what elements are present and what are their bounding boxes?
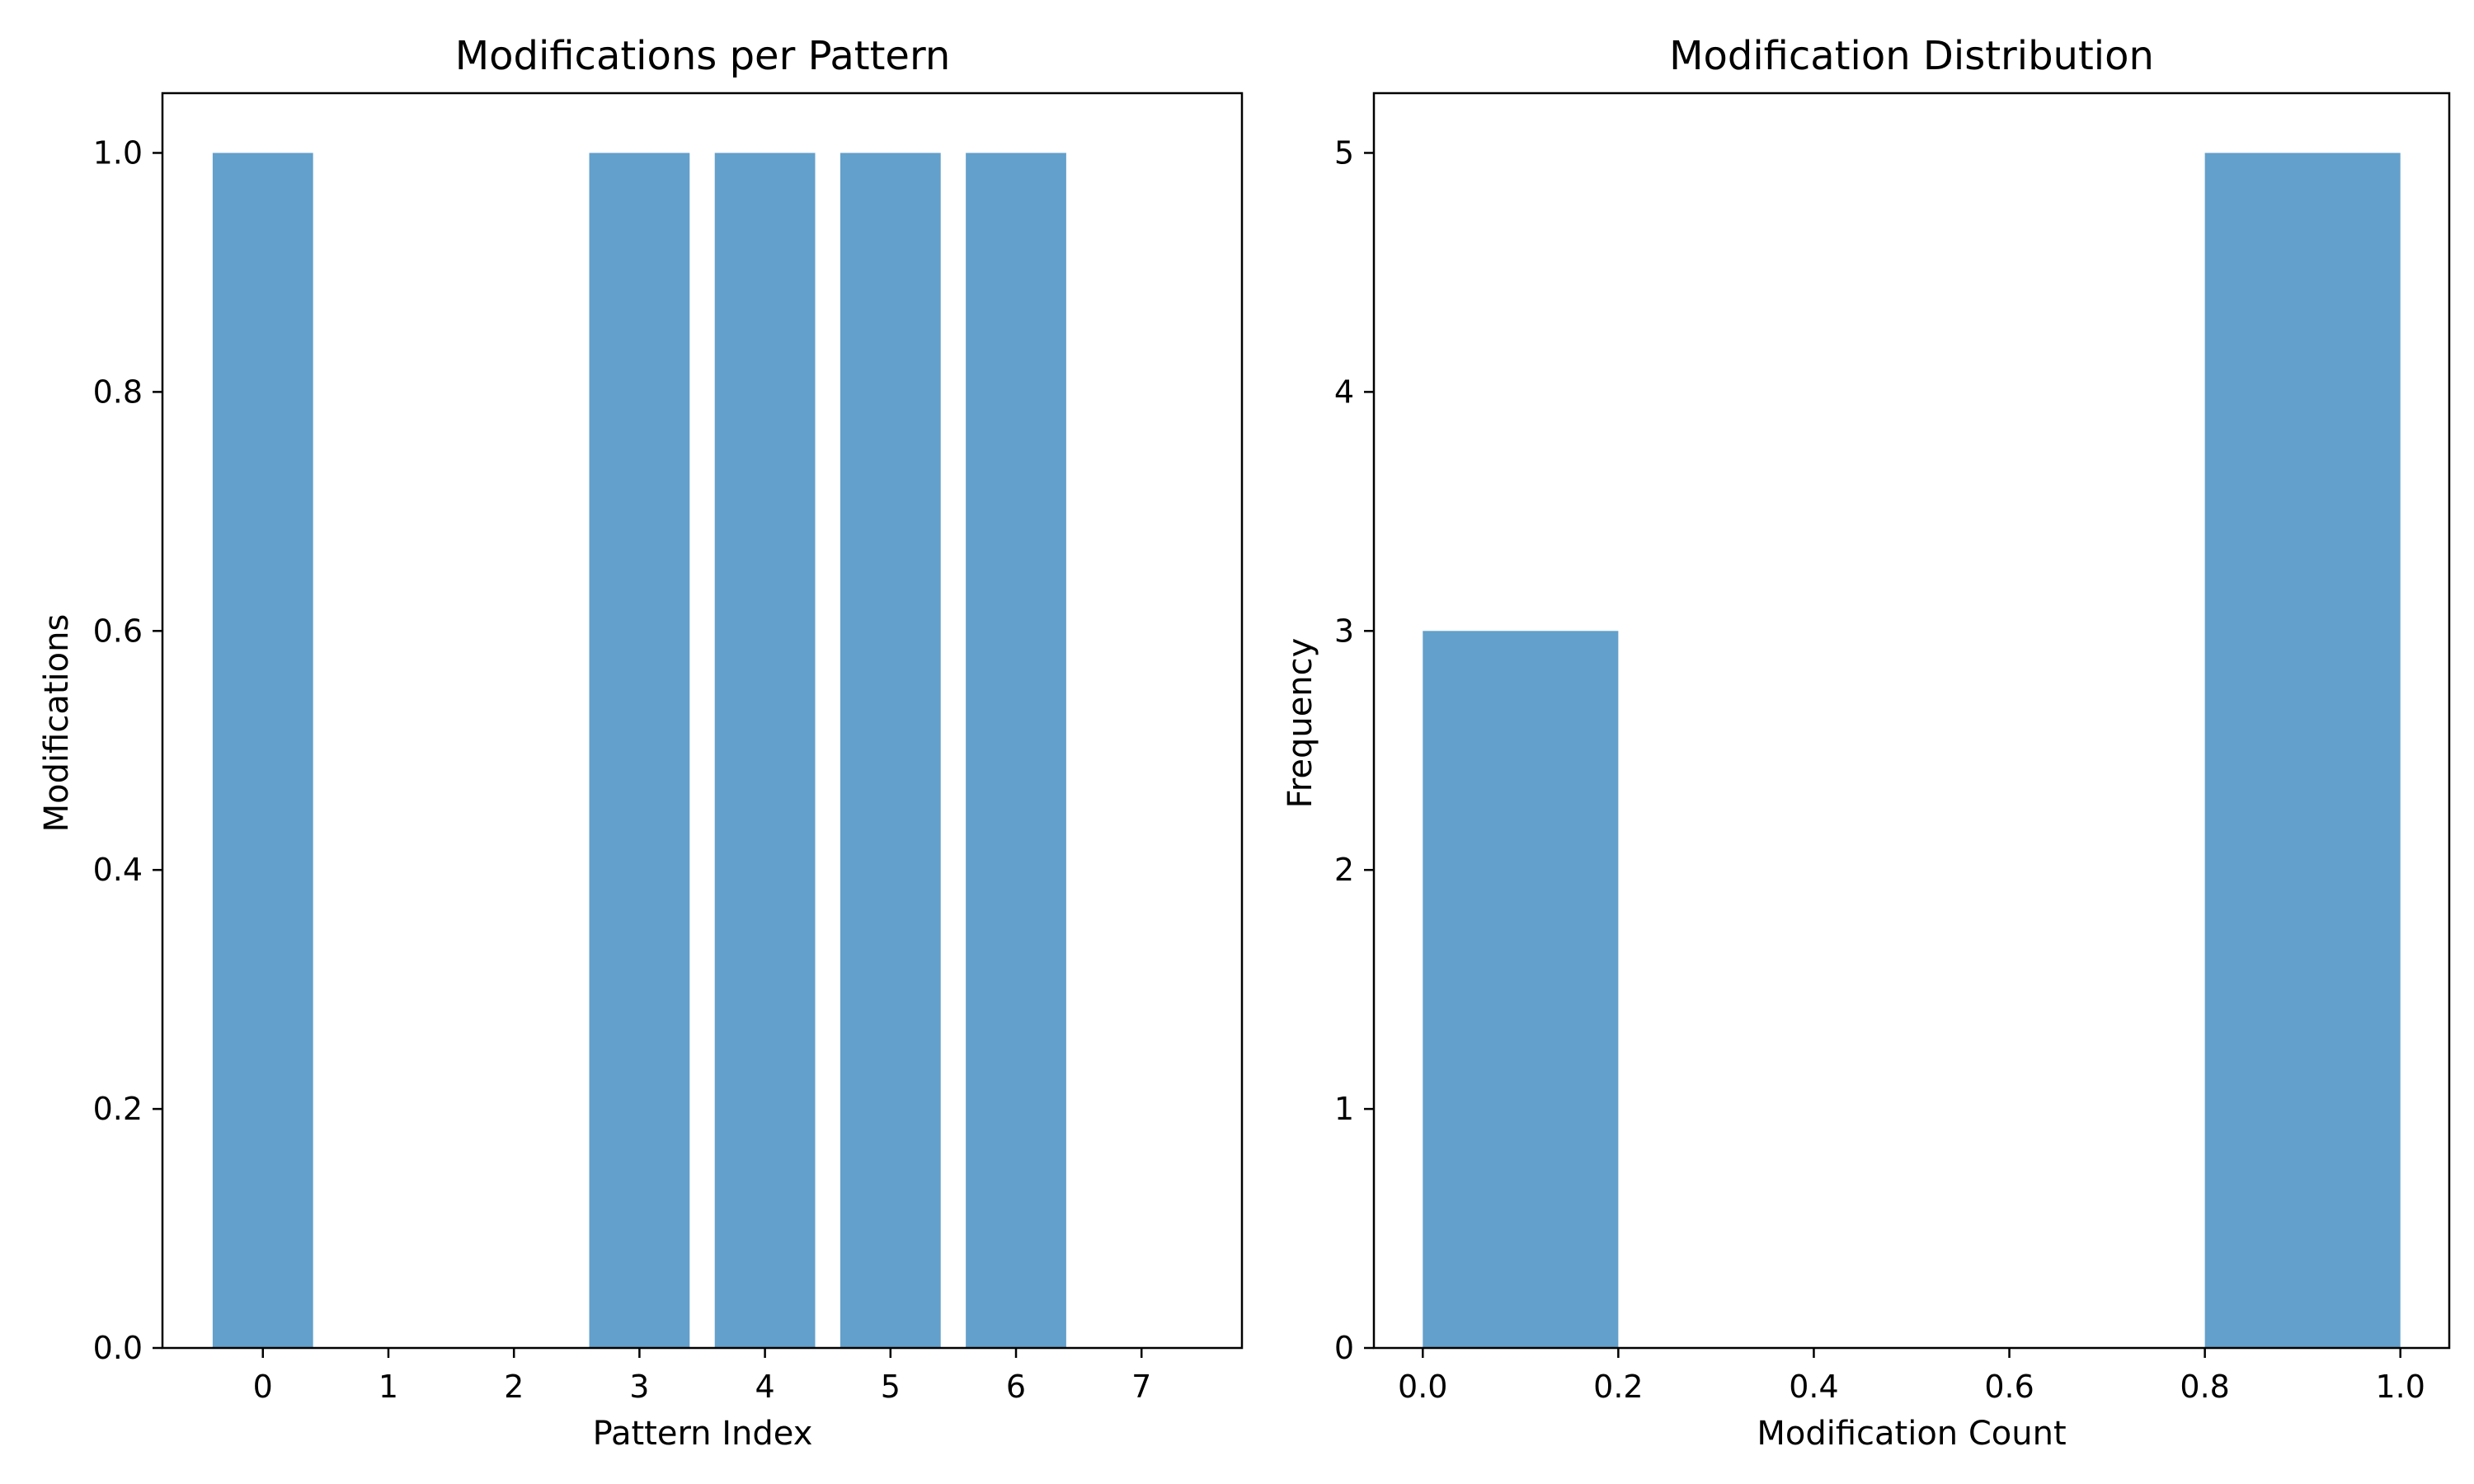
bar-3: [589, 153, 690, 1348]
x-axis-label: Pattern Index: [593, 1415, 813, 1453]
histogram-panel: Modification Distribution Modification C…: [1282, 33, 2451, 1453]
y-tick-label: 0: [1334, 1330, 1354, 1366]
x-ticks: 0 1 2 3 4 5 6 7: [253, 1348, 1151, 1405]
y-tick-label: 0.4: [93, 852, 143, 888]
y-ticks: 0 1 2 3 4 5: [1334, 134, 1374, 1366]
x-tick-label: 0.8: [2180, 1369, 2229, 1405]
bar-0: [212, 153, 313, 1348]
y-tick-label: 1.0: [93, 134, 143, 171]
x-tick-label: 0.6: [1984, 1369, 2034, 1405]
bar-chart-panel: Modifications per Pattern Pattern Index …: [38, 33, 1244, 1453]
y-tick-label: 3: [1334, 613, 1354, 649]
y-tick-label: 2: [1334, 852, 1354, 888]
plot-frame: [161, 92, 1244, 1350]
bar-6: [966, 153, 1066, 1348]
bar-4: [714, 153, 816, 1348]
y-tick-label: 0.8: [93, 373, 143, 410]
bars: [1423, 153, 2401, 1348]
y-tick-label: 4: [1334, 373, 1354, 410]
x-tick-label: 6: [1006, 1369, 1026, 1405]
x-tick-label: 5: [881, 1369, 901, 1405]
chart-title: Modifications per Pattern: [455, 33, 951, 79]
x-tick-label: 4: [755, 1369, 775, 1405]
chart-title: Modification Distribution: [1669, 33, 2154, 79]
y-axis-label: Modifications: [38, 614, 76, 833]
x-tick-label: 0.4: [1789, 1369, 1838, 1405]
x-tick-label: 3: [629, 1369, 649, 1405]
x-ticks: 0.0 0.2 0.4 0.6 0.8 1.0: [1398, 1348, 2425, 1405]
x-tick-label: 0.0: [1398, 1369, 1447, 1405]
x-tick-label: 1.0: [2376, 1369, 2425, 1405]
bars: [212, 153, 1066, 1348]
y-tick-label: 0.6: [93, 613, 143, 649]
x-axis-label: Modification Count: [1757, 1415, 2066, 1453]
x-tick-label: 1: [379, 1369, 398, 1405]
x-tick-label: 7: [1131, 1369, 1151, 1405]
y-tick-label: 5: [1334, 134, 1354, 171]
plot-frame: [1372, 92, 2451, 1350]
bar-5: [840, 153, 941, 1348]
y-axis-label: Frequency: [1282, 638, 1319, 809]
x-tick-label: 0.2: [1593, 1369, 1643, 1405]
histogram-bar-4: [2204, 153, 2401, 1348]
x-tick-label: 0: [253, 1369, 273, 1405]
y-tick-label: 0.0: [93, 1330, 143, 1366]
histogram-bar-0: [1423, 631, 1619, 1348]
y-tick-label: 0.2: [93, 1091, 143, 1127]
y-ticks: 0.0 0.2 0.4 0.6 0.8 1.0: [93, 134, 162, 1366]
y-tick-label: 1: [1334, 1091, 1354, 1127]
x-tick-label: 2: [504, 1369, 524, 1405]
